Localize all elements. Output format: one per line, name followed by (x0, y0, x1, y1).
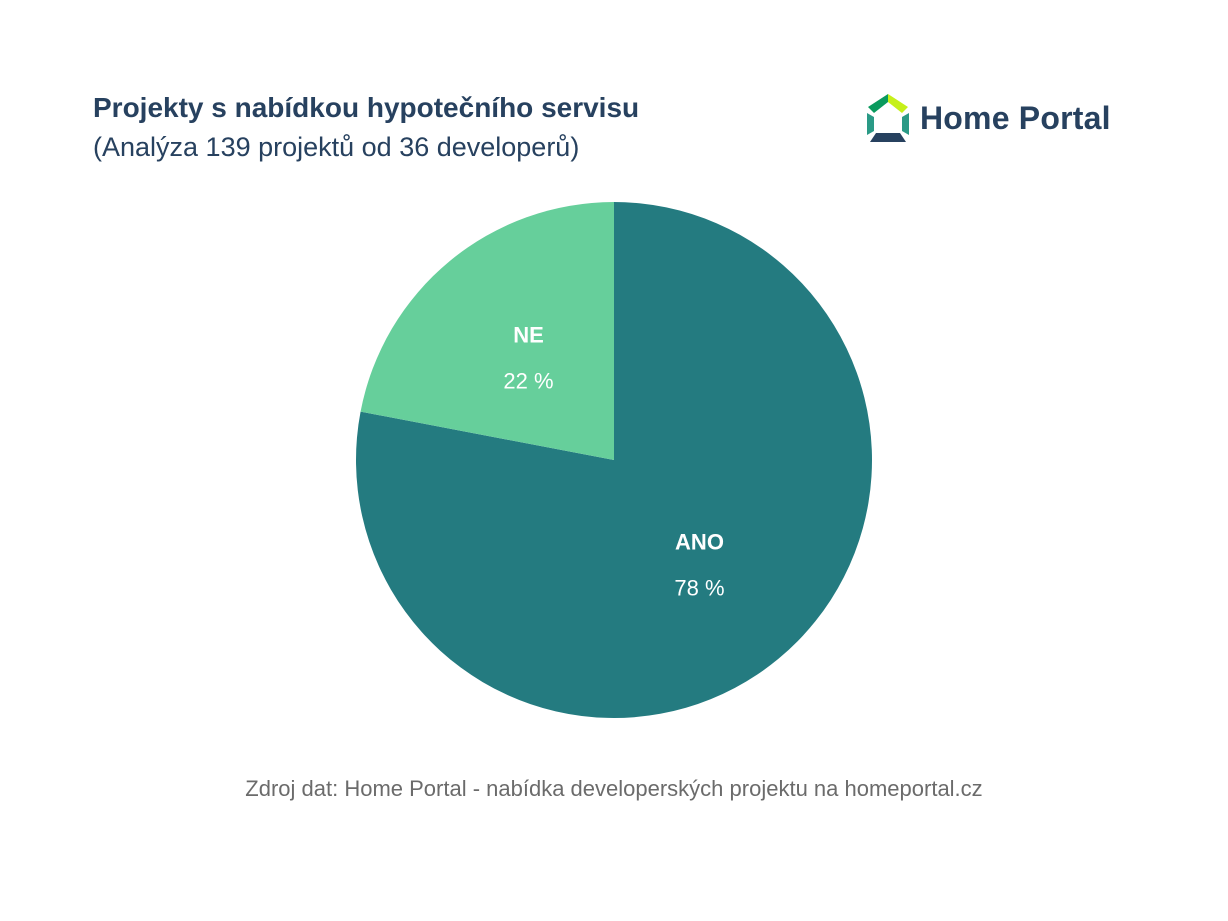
pie-slices (356, 201, 873, 718)
chart-subtitle: (Analýza 139 projektů od 36 developerů) (93, 132, 580, 162)
home-portal-logo: Home Portal (866, 92, 1111, 144)
pie-labels: ANO 78 % NE 22 % (503, 323, 724, 601)
house-icon (867, 94, 909, 142)
slice-label-ano: ANO (675, 529, 724, 554)
slice-value-ano: 78 % (674, 575, 724, 600)
chart-title: Projekty s nabídkou hypotečního servisu (93, 92, 640, 123)
slice-label-ne: NE (513, 323, 544, 348)
slice-value-ne: 22 % (503, 369, 553, 394)
pie-slice-ne (360, 202, 614, 460)
source-note: Zdroj dat: Home Portal - nabídka develop… (245, 776, 983, 801)
logo-text: Home Portal (920, 99, 1111, 136)
pie-slice-ano (356, 201, 873, 718)
